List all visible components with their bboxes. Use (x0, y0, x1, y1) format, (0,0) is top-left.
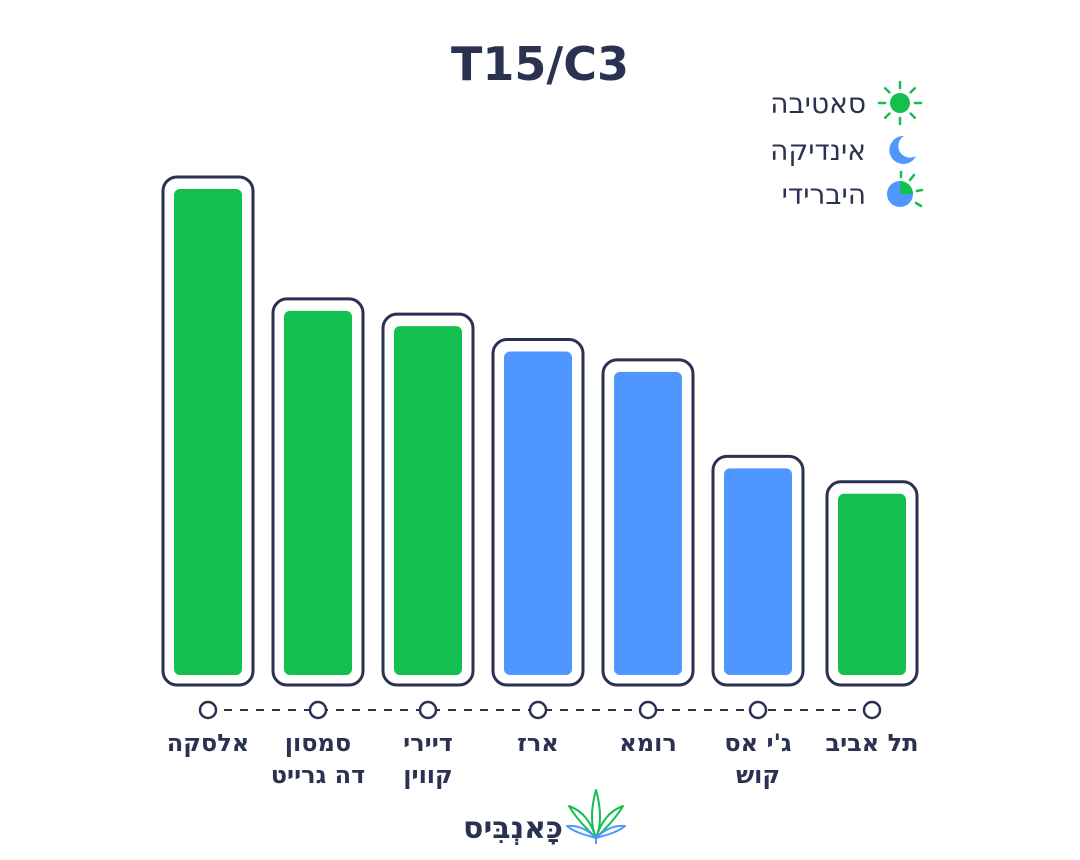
bar-2 (381, 312, 475, 687)
axis-tick-marker (418, 700, 438, 720)
x-tick-label: ארז (517, 729, 559, 757)
brand: כָּאנְבִּיס (463, 789, 626, 846)
axis-tick-marker (862, 700, 882, 720)
bar-0 (161, 175, 255, 687)
bar-4 (601, 358, 695, 687)
brand-name: כָּאנְבִּיס (463, 811, 563, 846)
bar-fill-sativa (174, 189, 242, 675)
bar-6 (825, 480, 919, 687)
legend-item-hybrid: היברידי (782, 170, 924, 211)
bars (161, 175, 919, 687)
chart-title: T15/C3 (451, 37, 629, 91)
x-tick-label: אלסקה (167, 729, 249, 757)
x-tick-label: ג'י אס (724, 729, 792, 757)
x-tick-label: קוש (736, 761, 780, 789)
x-tick-label: דה גרייט (271, 761, 366, 789)
x-tick-labels: אלסקה סמסון דה גרייט דיירי קווין ארז רומא ג'י א… (167, 729, 919, 789)
x-tick-label: רומא (619, 729, 677, 757)
legend-item-indica: אינדיקה (770, 134, 916, 167)
bar-fill-indica (504, 351, 572, 675)
legend: סאטיבה אינדיקה היברידי (770, 80, 924, 211)
half-sun-moon-icon (887, 170, 924, 208)
sun-icon (877, 80, 923, 126)
axis-tick-marker (308, 700, 328, 720)
bar-5 (711, 454, 805, 687)
bar-fill-sativa (284, 310, 352, 675)
axis-tick-marker (528, 700, 548, 720)
bar-fill-indica (724, 468, 792, 675)
bar-3 (491, 338, 585, 687)
bar-1 (271, 297, 365, 687)
legend-item-sativa: סאטיבה (770, 80, 923, 126)
x-axis (198, 700, 882, 720)
x-tick-label: דיירי (403, 729, 453, 757)
legend-label-sativa: סאטיבה (770, 87, 866, 120)
bar-fill-sativa (394, 326, 462, 675)
cannabis-leaf-icon (566, 789, 626, 844)
x-tick-label: קווין (403, 761, 452, 789)
axis-tick-marker (638, 700, 658, 720)
axis-tick-marker (748, 700, 768, 720)
legend-label-indica: אינדיקה (770, 134, 866, 167)
moon-icon (889, 135, 916, 164)
bar-fill-indica (614, 371, 682, 675)
x-tick-label: סמסון (285, 729, 351, 757)
bar-fill-sativa (838, 493, 906, 675)
axis-tick-marker (198, 700, 218, 720)
x-tick-label: תל אביב (825, 729, 918, 757)
legend-label-hybrid: היברידי (782, 178, 866, 211)
